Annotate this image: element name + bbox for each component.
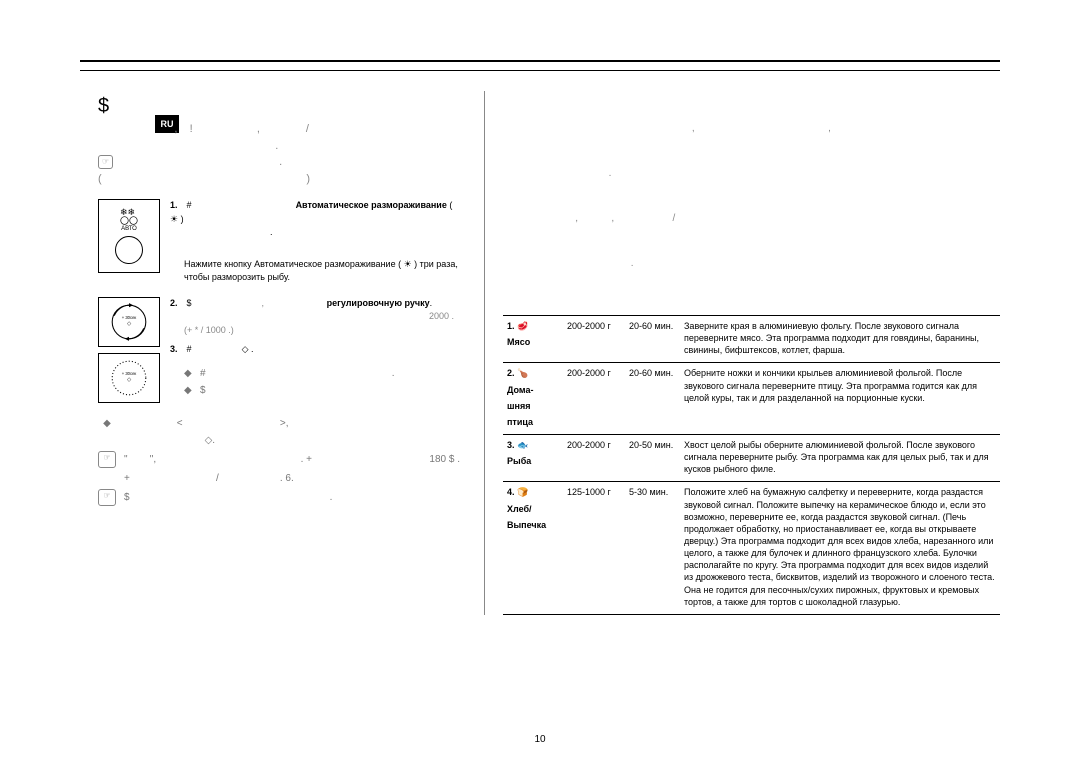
recommendation-cell: Оберните ножки и кончики крыльев алюмини… <box>680 363 1000 435</box>
bullet-icon: ◆ <box>184 365 192 382</box>
recommendation-cell: Заверните края в алюминиевую фольгу. Пос… <box>680 316 1000 363</box>
defrost-table: 1. 🥩Мясо200-2000 г20-60 мин.Заверните кр… <box>503 315 1000 615</box>
dial-arrows-icon: ◇ + 30сек <box>108 301 150 343</box>
time-cell: 20-60 мин. <box>625 316 680 363</box>
right-column: , , . , , / <box>484 91 1000 615</box>
note-pointer-icon: ☞ <box>98 451 116 468</box>
intro-line-1: , , <box>503 121 1000 136</box>
table-row: 4. 🍞Хлеб/Выпечка125-1000 г5-30 мин.Полож… <box>503 482 1000 614</box>
heading-line-4: ( ) <box>98 171 460 188</box>
table-row: 1. 🥩Мясо200-2000 г20-60 мин.Заверните кр… <box>503 316 1000 363</box>
heading-line-3: . <box>117 154 282 171</box>
dial-dots-icon: ◇ + 30сек <box>108 357 150 399</box>
step1-tail: . <box>170 226 460 240</box>
page-number: 10 <box>534 734 545 745</box>
inline-box-icon: ☞ <box>98 155 113 169</box>
left-column: $ , ! , / . ☞ <box>80 91 460 615</box>
note-line-2: " ", . + <box>124 451 421 468</box>
code-cell: 4. 🍞Хлеб/Выпечка <box>503 482 563 614</box>
code-cell: 3. 🐟Рыба <box>503 434 563 481</box>
step1-icon-box: ❄❄〇〇 АВТО <box>98 199 160 273</box>
result-line-2: $ <box>200 382 206 399</box>
note-line-3: + / . 6. <box>124 470 294 487</box>
note-line-4: $ . <box>124 489 332 506</box>
auto-label: АВТО <box>121 226 137 232</box>
step1-number: 1. <box>170 199 184 213</box>
bullet-icon: ◆ <box>184 382 192 399</box>
heading-symbol: $ <box>98 95 109 117</box>
recommendation-cell: Хвост целой рыбы оберните алюминиевой фо… <box>680 434 1000 481</box>
time-cell: 20-50 мин. <box>625 434 680 481</box>
step2-bold: регулировочную ручку <box>327 298 430 308</box>
recommendation-cell: Положите хлеб на бумажную салфетку и пер… <box>680 482 1000 614</box>
step2-gap: , <box>194 298 264 308</box>
portion-cell: 200-2000 г <box>563 316 625 363</box>
step2-number: 2. <box>170 297 184 311</box>
portion-cell: 200-2000 г <box>563 363 625 435</box>
time-cell: 20-60 мин. <box>625 363 680 435</box>
step3-icon-box: ◇ + 30сек <box>98 353 160 403</box>
intro-line-2: . <box>503 166 1000 181</box>
note-line-2-right: 180 $ . <box>429 451 460 468</box>
heading-line-1: , ! , / <box>98 121 460 138</box>
dial-circle-icon <box>115 236 143 264</box>
step2-sub: (+ * / 1000 .) <box>170 324 460 338</box>
intro-line-3: , , / <box>503 211 1000 226</box>
portion-cell: 125-1000 г <box>563 482 625 614</box>
step2-icon-box: ◇ + 30сек <box>98 297 160 347</box>
svg-text:+ 30сек: + 30сек <box>122 370 137 375</box>
result-line-1: # . <box>200 365 395 382</box>
portion-cell: 200-2000 г <box>563 434 625 481</box>
code-cell: 2. 🍗Дома-шняяптица <box>503 363 563 435</box>
svg-text:◇: ◇ <box>127 377 131 383</box>
step1-hash: # <box>187 200 192 210</box>
note-bullet-icon: ◆ <box>98 415 116 449</box>
time-cell: 5-30 мин. <box>625 482 680 614</box>
step1-bold: Автоматическое размораживание <box>296 200 447 210</box>
header-rule-thick <box>80 60 1000 62</box>
step2-right-value: 2000 . <box>429 310 454 324</box>
header-rule-thin <box>80 70 1000 71</box>
step3-number: 3. <box>170 343 184 357</box>
intro-line-4: . <box>503 256 1000 271</box>
code-cell: 1. 🥩Мясо <box>503 316 563 363</box>
step3-diamond: ◇ <box>242 344 249 354</box>
step3-hash: # <box>187 344 192 354</box>
heading-line-2: . <box>98 138 460 155</box>
table-row: 3. 🐟Рыба200-2000 г20-50 мин.Хвост целой … <box>503 434 1000 481</box>
table-row: 2. 🍗Дома-шняяптица200-2000 г20-60 мин.Об… <box>503 363 1000 435</box>
note-line-1: < >, ◇. <box>124 415 289 449</box>
step3-dot: . <box>251 344 254 354</box>
svg-text:◇: ◇ <box>127 321 131 327</box>
note-pointer-icon: ☞ <box>98 489 116 506</box>
example-text: Нажмите кнопку Автоматическое разморажив… <box>170 258 460 285</box>
step2-dollar: $ <box>187 298 192 308</box>
defrost-icon: ❄❄〇〇 <box>120 208 138 226</box>
svg-text:+ 30сек: + 30сек <box>122 314 137 319</box>
